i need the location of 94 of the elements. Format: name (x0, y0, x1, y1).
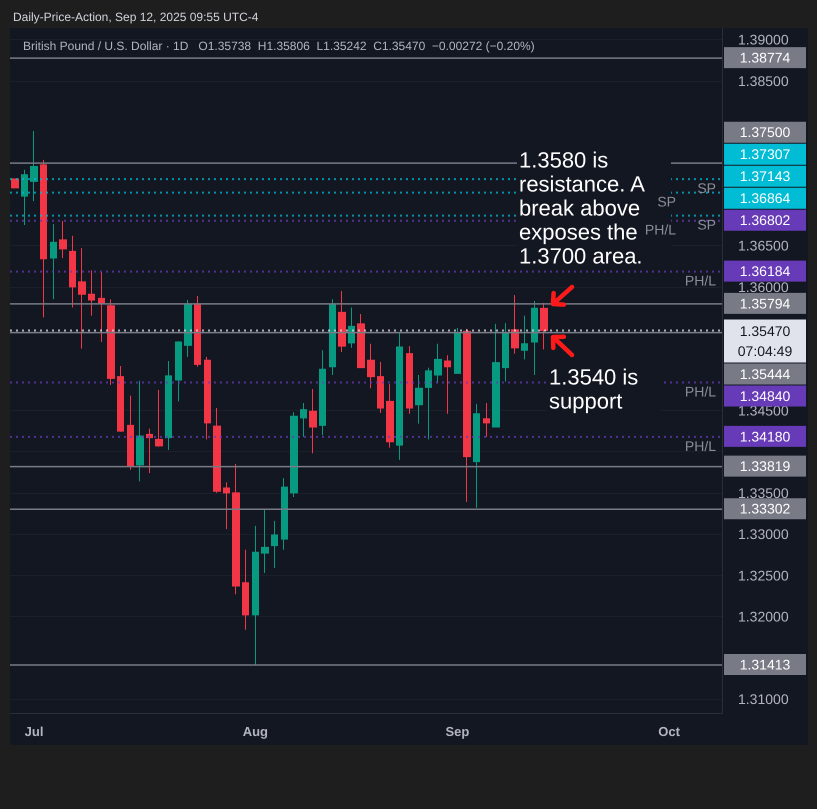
candlestick (415, 374, 423, 424)
y-tick-label: 1.33500 (738, 484, 789, 501)
candlestick (21, 169, 28, 226)
text: 1.33302 (740, 500, 791, 517)
text: 1.34840 (740, 388, 791, 404)
text: 1.36802 (740, 212, 791, 228)
candlestick (434, 343, 442, 384)
x-tick-label: Oct (658, 724, 681, 739)
candlestick (444, 354, 451, 414)
ref-line-label: SP (697, 216, 716, 233)
x-tick-label: Jul (24, 724, 44, 739)
ref-line-label: PH/L (684, 383, 716, 400)
y-tick-label: 1.32000 (738, 608, 789, 625)
y-tick-label: 1.32500 (738, 567, 789, 584)
candlestick (463, 328, 471, 502)
candlestick (107, 298, 115, 386)
candlestick (30, 130, 38, 202)
candlestick (483, 402, 490, 438)
candlestick (357, 314, 365, 368)
candlestick (531, 300, 538, 376)
y-tick-label: 1.38500 (738, 72, 789, 89)
candlestick (406, 346, 413, 414)
chart-title: Daily-Price-Action, Sep 12, 2025 09:55 UTC-4 (13, 10, 259, 24)
y-tick-label: 1.36500 (738, 238, 789, 254)
ref-line-label: SP (697, 180, 716, 196)
candlestick (386, 384, 394, 448)
candlestick (290, 412, 298, 498)
candlestick (309, 388, 317, 454)
candlestick (127, 395, 134, 470)
text: 1.38774 (740, 50, 791, 66)
candlestick (78, 248, 86, 350)
candlestick (98, 271, 105, 343)
candlestick (425, 367, 432, 440)
text: 1.36864 (740, 190, 791, 206)
candlestick (540, 302, 548, 350)
text: 1.31413 (740, 656, 791, 672)
candlestick (175, 340, 182, 402)
candlestick (261, 508, 269, 574)
candlestick (232, 464, 240, 595)
candlestick (136, 380, 144, 482)
text: 1.34180 (740, 428, 791, 444)
candlestick (329, 298, 336, 376)
y-tick-label: 1.36000 (738, 278, 789, 295)
candlestick (511, 294, 519, 354)
y-tick-label: 1.31000 (738, 690, 789, 707)
candlestick (223, 482, 230, 530)
candlestick (40, 159, 47, 318)
candlestick (319, 350, 326, 436)
candlestick (59, 220, 67, 258)
text: 1.37307 (740, 146, 791, 162)
candlestick (473, 403, 480, 508)
candlestick (502, 322, 509, 382)
ref-line-label: PH/L (684, 438, 716, 454)
text: British Pound / U.S. Dollar · 1D O1.35738 H1.35806 L1.35242 C1.35470 −0.00272 (−0.20%) (23, 39, 535, 53)
y-tick-label: 1.39000 (738, 32, 789, 48)
candlestick (242, 549, 249, 630)
ref-line-label: PH/L (644, 222, 676, 238)
candlestick (50, 224, 57, 300)
text: 07:04:49 (738, 343, 792, 360)
candlestick (300, 402, 307, 438)
candlestick (252, 525, 259, 666)
candlestick (204, 356, 211, 440)
candlestick (155, 389, 163, 448)
text: 1.36184 (740, 263, 791, 280)
x-tick-label: Sep (445, 724, 470, 739)
candlestick (454, 328, 461, 374)
ref-line-label: PH/L (684, 272, 716, 289)
ref-line-label: SP (657, 194, 676, 210)
text: 1.37500 (740, 124, 791, 140)
candlestick (146, 428, 153, 474)
candlestick (338, 290, 346, 352)
text: 1.35470 (740, 323, 791, 340)
text: 1.33819 (740, 458, 791, 474)
candlestick (11, 178, 19, 188)
candlestick (165, 360, 172, 451)
candlestick (281, 478, 288, 550)
text: 1.35444 (740, 366, 791, 382)
candlestick (88, 270, 95, 316)
candlestick (271, 520, 278, 568)
x-tick-label: Aug (242, 724, 268, 739)
candlestick (367, 343, 375, 389)
text: 1.35794 (740, 295, 791, 312)
candlestick (213, 408, 221, 494)
candlestick (521, 315, 528, 360)
candlestick (184, 300, 192, 358)
candlestick (492, 323, 500, 428)
candlestick (377, 361, 384, 414)
candlestick (396, 332, 403, 460)
y-tick-label: 1.33000 (738, 526, 789, 542)
candlestick (117, 365, 124, 432)
candlestick (69, 235, 76, 308)
annotation: 1.3540 is support (549, 364, 644, 414)
candlestick (194, 295, 201, 368)
text: 1.37143 (740, 168, 791, 184)
